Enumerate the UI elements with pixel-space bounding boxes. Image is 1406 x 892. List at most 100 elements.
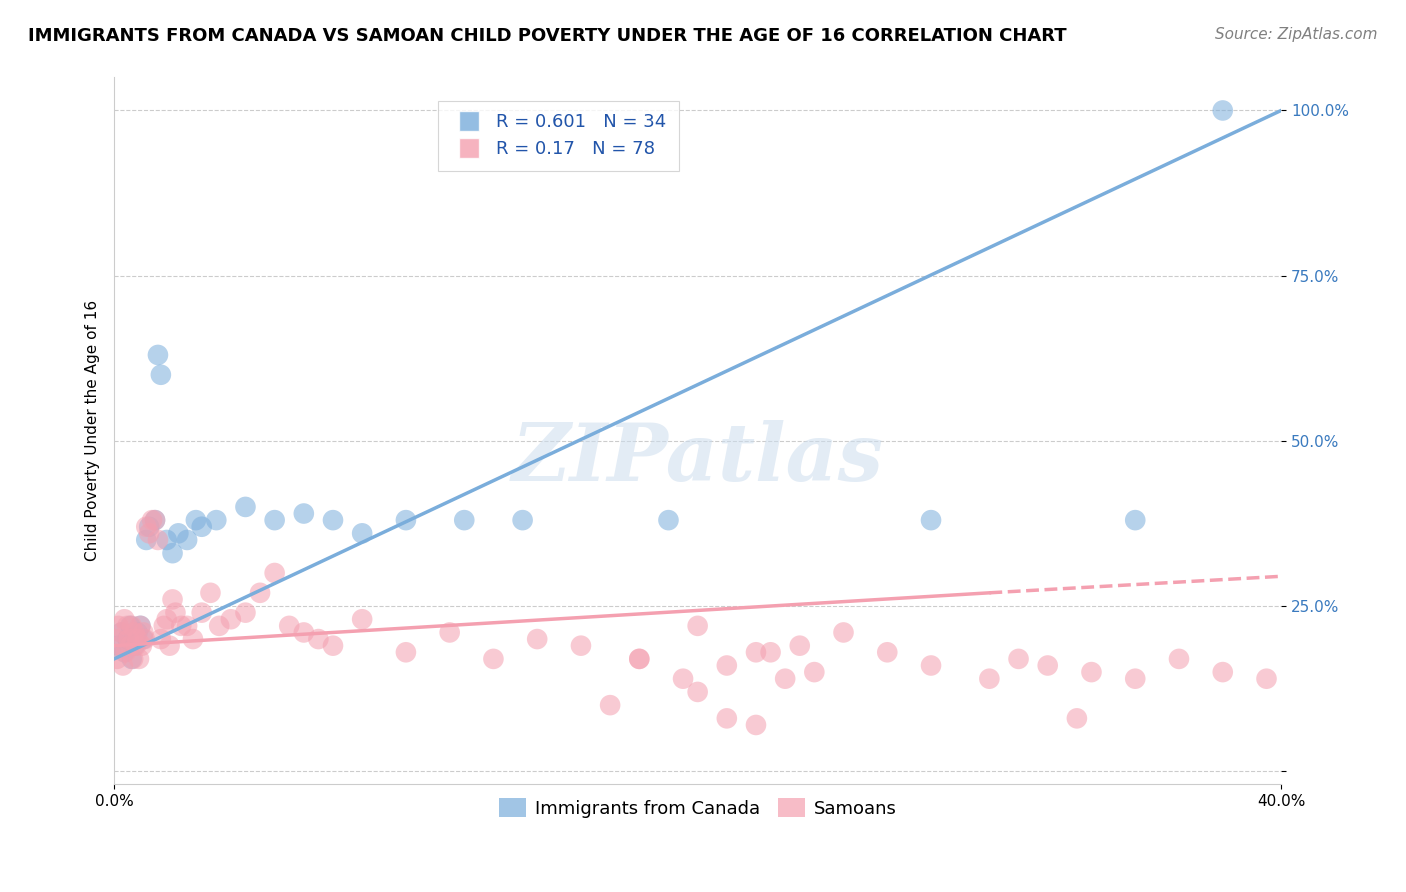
Point — [352, 526, 374, 541]
Point — [121, 652, 143, 666]
Point — [129, 619, 152, 633]
Point — [599, 698, 621, 713]
Point — [307, 632, 329, 646]
Point — [876, 645, 898, 659]
Point — [716, 711, 738, 725]
Point — [263, 566, 285, 580]
Point — [141, 513, 163, 527]
Point — [143, 513, 166, 527]
Point — [482, 652, 505, 666]
Point — [200, 586, 222, 600]
Point — [107, 639, 129, 653]
Point — [395, 513, 418, 527]
Point — [149, 368, 172, 382]
Point — [132, 632, 155, 646]
Point — [1007, 652, 1029, 666]
Point — [181, 632, 204, 646]
Point — [1212, 103, 1234, 118]
Point — [135, 533, 157, 547]
Point — [453, 513, 475, 527]
Point — [121, 619, 143, 633]
Point — [152, 619, 174, 633]
Point — [115, 645, 138, 659]
Point — [156, 533, 179, 547]
Point — [686, 619, 709, 633]
Point — [125, 639, 148, 653]
Legend: Immigrants from Canada, Samoans: Immigrants from Canada, Samoans — [491, 791, 904, 825]
Point — [803, 665, 825, 679]
Point — [1123, 513, 1146, 527]
Point — [128, 652, 150, 666]
Point — [278, 619, 301, 633]
Point — [129, 619, 152, 633]
Point — [111, 658, 134, 673]
Point — [110, 625, 132, 640]
Point — [745, 645, 768, 659]
Point — [686, 685, 709, 699]
Point — [110, 625, 132, 640]
Point — [920, 513, 942, 527]
Point — [920, 658, 942, 673]
Y-axis label: Child Poverty Under the Age of 16: Child Poverty Under the Age of 16 — [86, 301, 100, 561]
Point — [165, 606, 187, 620]
Point — [176, 533, 198, 547]
Point — [149, 632, 172, 646]
Point — [105, 652, 128, 666]
Point — [162, 546, 184, 560]
Point — [143, 513, 166, 527]
Point — [122, 652, 145, 666]
Point — [107, 619, 129, 633]
Point — [120, 639, 142, 653]
Point — [657, 513, 679, 527]
Point — [1080, 665, 1102, 679]
Point — [745, 718, 768, 732]
Point — [112, 612, 135, 626]
Point — [395, 645, 418, 659]
Point — [352, 612, 374, 626]
Point — [176, 619, 198, 633]
Point — [184, 513, 207, 527]
Point — [117, 632, 139, 646]
Point — [672, 672, 695, 686]
Point — [628, 652, 651, 666]
Point — [1168, 652, 1191, 666]
Point — [1212, 665, 1234, 679]
Point — [322, 639, 344, 653]
Point — [104, 632, 127, 646]
Point — [146, 533, 169, 547]
Point — [249, 586, 271, 600]
Point — [628, 652, 651, 666]
Point — [1066, 711, 1088, 725]
Point — [127, 625, 149, 640]
Point — [118, 632, 141, 646]
Point — [131, 639, 153, 653]
Point — [759, 645, 782, 659]
Text: ZIPatlas: ZIPatlas — [512, 420, 884, 498]
Point — [235, 500, 257, 514]
Point — [135, 520, 157, 534]
Point — [1256, 672, 1278, 686]
Point — [112, 645, 135, 659]
Point — [263, 513, 285, 527]
Point — [138, 526, 160, 541]
Point — [190, 520, 212, 534]
Point — [134, 632, 156, 646]
Point — [108, 639, 131, 653]
Point — [219, 612, 242, 626]
Point — [159, 639, 181, 653]
Point — [569, 639, 592, 653]
Point — [146, 348, 169, 362]
Point — [512, 513, 534, 527]
Point — [170, 619, 193, 633]
Point — [322, 513, 344, 527]
Point — [716, 658, 738, 673]
Point — [292, 507, 315, 521]
Point — [773, 672, 796, 686]
Point — [208, 619, 231, 633]
Point — [439, 625, 461, 640]
Point — [124, 625, 146, 640]
Point — [138, 520, 160, 534]
Point — [190, 606, 212, 620]
Point — [167, 526, 190, 541]
Point — [832, 625, 855, 640]
